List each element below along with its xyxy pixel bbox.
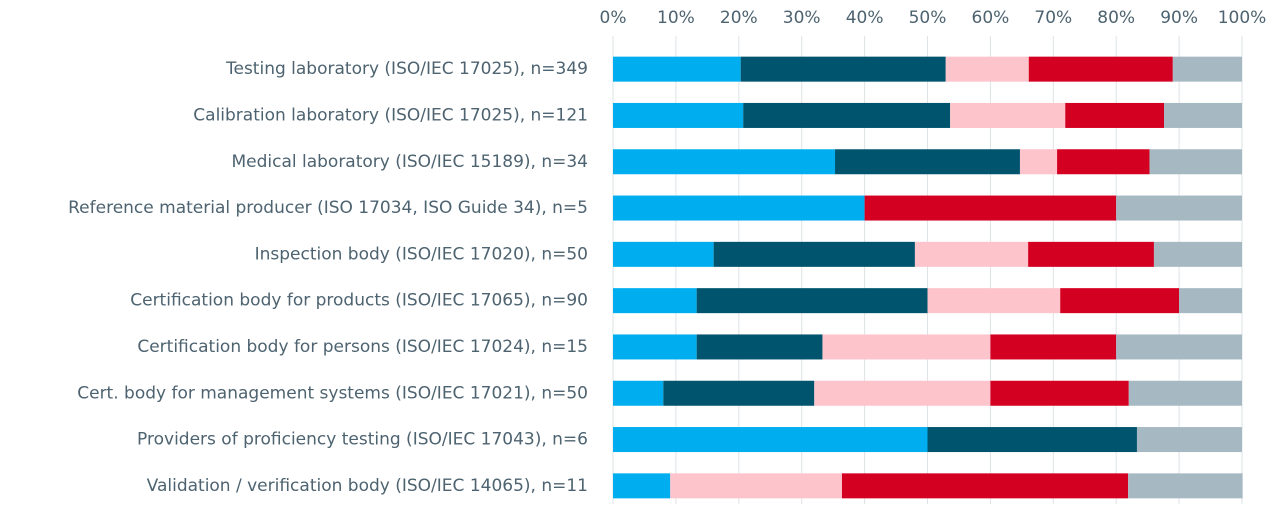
- bar-segment: [927, 427, 1137, 453]
- bar-segment: [613, 56, 741, 82]
- bar-segment: [1128, 380, 1242, 406]
- x-tick-label: 100%: [1218, 8, 1267, 28]
- bar-segment: [841, 473, 1129, 499]
- bar-segment: [613, 380, 664, 406]
- category-label: Medical laboratory (ISO/IEC 15189), n=34: [231, 152, 588, 172]
- bar-segment: [1028, 241, 1154, 267]
- bar-segment: [613, 149, 836, 175]
- bar-segment: [990, 334, 1117, 360]
- x-tick-label: 40%: [846, 8, 884, 28]
- bar-segment: [1057, 149, 1150, 175]
- bar-segment: [743, 102, 951, 128]
- bar-segment: [864, 195, 1117, 221]
- bar-segment: [613, 334, 697, 360]
- x-tick-label: 10%: [657, 8, 695, 28]
- bar-segment: [1028, 56, 1173, 82]
- x-tick-label: 0%: [600, 8, 627, 28]
- bar-segment: [1116, 195, 1242, 221]
- category-label: Cert. body for management systems (ISO/I…: [77, 383, 588, 403]
- x-tick-label: 60%: [972, 8, 1010, 28]
- category-label: Validation / verification body (ISO/IEC …: [147, 476, 588, 496]
- category-label: Certification body for persons (ISO/IEC …: [137, 337, 588, 357]
- bar-segment: [740, 56, 946, 82]
- bar-segment: [835, 149, 1020, 175]
- bar-segment: [1149, 149, 1242, 175]
- bar-segment: [1172, 56, 1242, 82]
- bar-segment: [1153, 241, 1242, 267]
- bar-segment: [1019, 149, 1058, 175]
- bar-segment: [1060, 288, 1180, 314]
- x-tick-label: 70%: [1034, 8, 1072, 28]
- category-label: Reference material producer (ISO 17034, …: [68, 198, 588, 218]
- bar-segment: [613, 241, 714, 267]
- bar-segment: [950, 102, 1066, 128]
- bar-segment: [1164, 102, 1242, 128]
- x-tick-label: 30%: [783, 8, 821, 28]
- category-label: Providers of proficiency testing (ISO/IE…: [137, 430, 588, 450]
- bar-segment: [613, 195, 865, 221]
- bar-segment: [1136, 427, 1242, 453]
- bar-segment: [613, 102, 744, 128]
- bar-segment: [822, 334, 991, 360]
- bar-segment: [613, 473, 671, 499]
- bar-segment: [945, 56, 1029, 82]
- category-label: Calibration laboratory (ISO/IEC 17025), …: [193, 105, 588, 125]
- bar-segment: [696, 334, 823, 360]
- bar-segment: [1179, 288, 1242, 314]
- bar-segment: [1116, 334, 1242, 360]
- bar-segment: [613, 427, 928, 453]
- x-tick-label: 90%: [1160, 8, 1198, 28]
- bar-segment: [696, 288, 928, 314]
- x-tick-label: 20%: [720, 8, 758, 28]
- bar-segment: [613, 288, 697, 314]
- bar-segment: [1065, 102, 1165, 128]
- bar-segment: [927, 288, 1061, 314]
- bar-segment: [670, 473, 842, 499]
- bar-segment: [713, 241, 915, 267]
- bar-segment: [914, 241, 1029, 267]
- x-tick-label: 80%: [1097, 8, 1135, 28]
- category-label: Inspection body (ISO/IEC 17020), n=50: [255, 244, 588, 264]
- bar-segment: [1128, 473, 1243, 499]
- category-label: Testing laboratory (ISO/IEC 17025), n=34…: [225, 59, 588, 79]
- bar-segment: [814, 380, 991, 406]
- category-label: Certification body for products (ISO/IEC…: [130, 291, 588, 311]
- bar-segment: [990, 380, 1129, 406]
- bar-segment: [663, 380, 815, 406]
- x-tick-label: 50%: [909, 8, 947, 28]
